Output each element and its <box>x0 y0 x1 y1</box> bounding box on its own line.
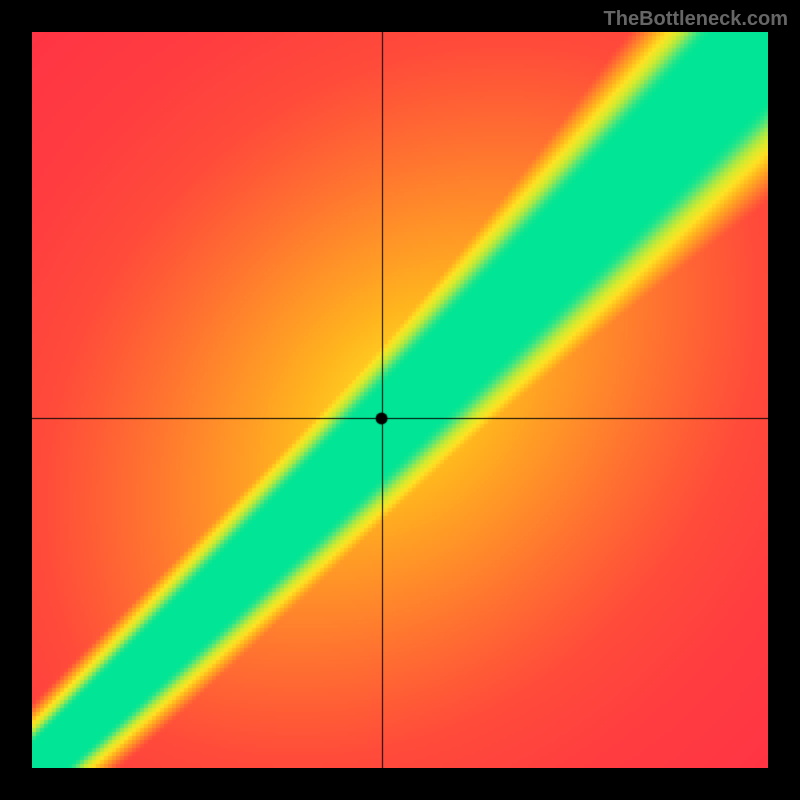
heatmap-canvas <box>32 32 768 768</box>
watermark-text: TheBottleneck.com <box>604 8 788 31</box>
heatmap-plot <box>32 32 768 768</box>
chart-container: TheBottleneck.com <box>0 0 800 800</box>
